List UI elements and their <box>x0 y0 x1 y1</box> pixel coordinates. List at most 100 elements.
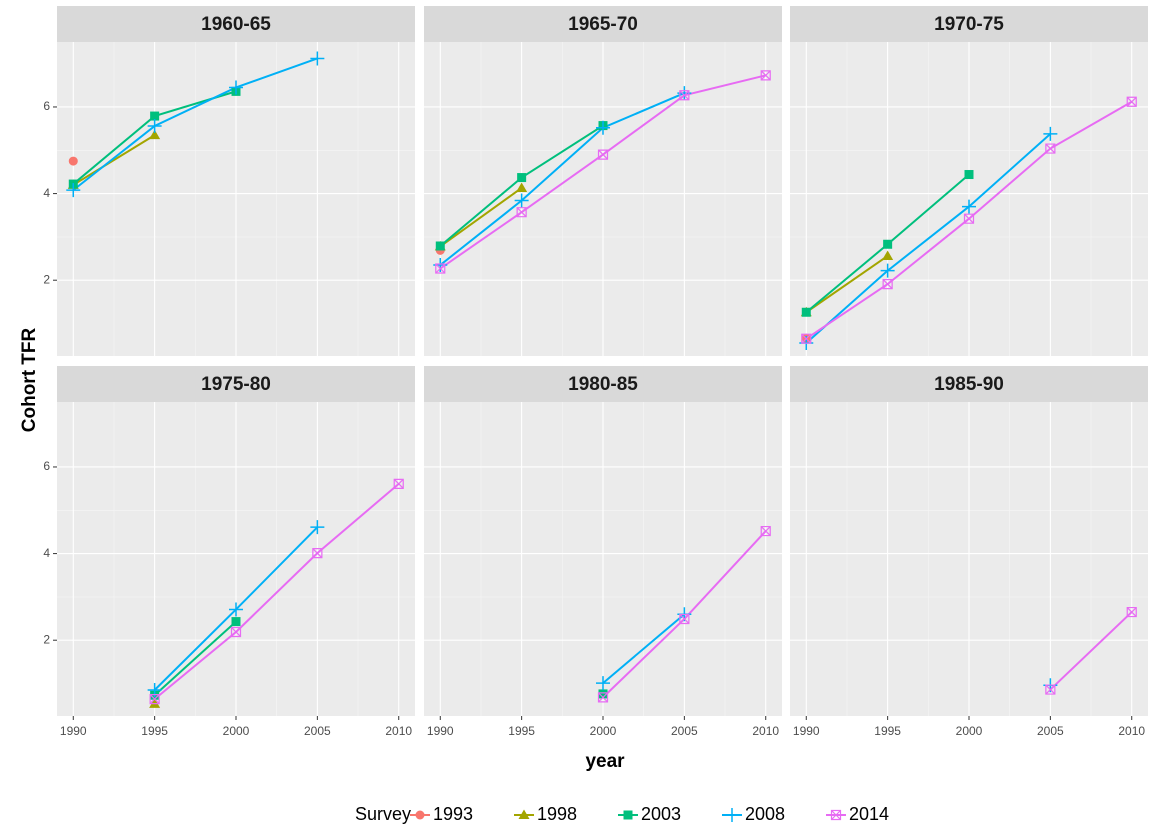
legend-title: Survey <box>355 804 411 824</box>
x-tick-label: 1995 <box>508 724 535 738</box>
point-shape <box>149 129 161 140</box>
y-axis-title: Cohort TFR <box>19 327 40 432</box>
point-shape <box>596 120 610 135</box>
strip <box>424 366 782 402</box>
point-shape <box>883 239 893 249</box>
point-shape <box>435 241 445 251</box>
line <box>153 483 400 700</box>
point <box>514 193 529 208</box>
point-shape <box>880 263 895 278</box>
strip <box>57 366 415 402</box>
point-shape <box>229 602 243 617</box>
point <box>596 120 610 135</box>
x-tick-label: 1990 <box>793 724 820 738</box>
point <box>149 694 160 705</box>
point-shape <box>1126 606 1137 618</box>
point-shape <box>801 333 812 344</box>
point <box>1126 96 1137 107</box>
x-tick-label: 2005 <box>1037 724 1064 738</box>
line <box>805 255 889 314</box>
point-shape <box>312 548 323 559</box>
point <box>1043 126 1058 141</box>
x-tick-label: 2010 <box>1118 724 1145 738</box>
point-shape <box>596 676 610 691</box>
point-shape <box>598 689 608 699</box>
point <box>310 51 325 66</box>
point-shape <box>516 182 528 192</box>
x-tick-label: 2010 <box>752 724 779 738</box>
point-shape <box>1045 684 1056 695</box>
line <box>153 620 237 696</box>
point <box>1045 684 1056 695</box>
point-shape <box>597 692 609 703</box>
point <box>801 333 812 344</box>
point-shape <box>517 173 527 183</box>
x-tick-label: 2005 <box>671 724 698 738</box>
line <box>72 134 156 186</box>
point <box>596 676 610 691</box>
point <box>801 307 811 317</box>
point-shape <box>435 263 446 274</box>
point <box>147 119 162 134</box>
point <box>963 213 975 224</box>
y-tick-label: 2 <box>43 632 50 646</box>
point-shape <box>882 250 894 260</box>
point-shape <box>68 156 78 166</box>
x-tick-label: 2000 <box>590 724 617 738</box>
point-shape <box>1043 126 1058 141</box>
legend-key <box>415 810 425 820</box>
point-shape <box>147 119 162 134</box>
point <box>679 90 690 101</box>
facet-title: 1970-75 <box>934 14 1004 35</box>
strip <box>790 366 1148 402</box>
point <box>231 617 241 627</box>
point-shape <box>760 525 771 537</box>
point-shape <box>393 478 404 489</box>
strip <box>790 6 1148 42</box>
point-shape <box>516 207 527 218</box>
x-tick-label: 2005 <box>304 724 331 738</box>
point-shape <box>514 193 529 208</box>
point <box>1045 143 1056 154</box>
point-shape <box>623 810 633 820</box>
x-tick-label: 2000 <box>956 724 983 738</box>
point-shape <box>760 70 771 81</box>
point-shape <box>149 694 160 705</box>
point <box>760 70 771 81</box>
legend-key <box>518 809 530 819</box>
point <box>598 689 608 699</box>
point-shape <box>963 213 975 224</box>
point <box>880 263 895 278</box>
point <box>883 239 893 249</box>
point <box>312 548 323 559</box>
facet-title: 1965-70 <box>568 14 638 35</box>
legend-key <box>725 808 739 822</box>
point <box>964 170 974 180</box>
point-shape <box>801 307 811 317</box>
point-shape <box>518 809 530 819</box>
point <box>1126 606 1137 618</box>
point-shape <box>1126 96 1137 107</box>
point <box>517 173 527 183</box>
point <box>516 207 527 218</box>
point <box>962 199 976 214</box>
point <box>310 520 325 535</box>
x-tick-label: 1990 <box>60 724 87 738</box>
y-tick-label: 4 <box>43 186 50 200</box>
x-tick-label: 2000 <box>223 724 250 738</box>
y-tick-label: 6 <box>43 459 50 473</box>
x-tick-label: 1995 <box>141 724 168 738</box>
line <box>1049 611 1133 691</box>
point <box>435 263 446 274</box>
line <box>602 613 686 684</box>
y-tick-label: 2 <box>43 272 50 286</box>
legend-label: 2008 <box>745 804 785 824</box>
line <box>439 187 523 248</box>
point <box>393 478 404 489</box>
legend-label: 2014 <box>849 804 889 824</box>
point-shape <box>310 51 325 66</box>
point-shape <box>66 183 81 198</box>
legend-key <box>830 809 842 821</box>
point <box>66 183 81 198</box>
